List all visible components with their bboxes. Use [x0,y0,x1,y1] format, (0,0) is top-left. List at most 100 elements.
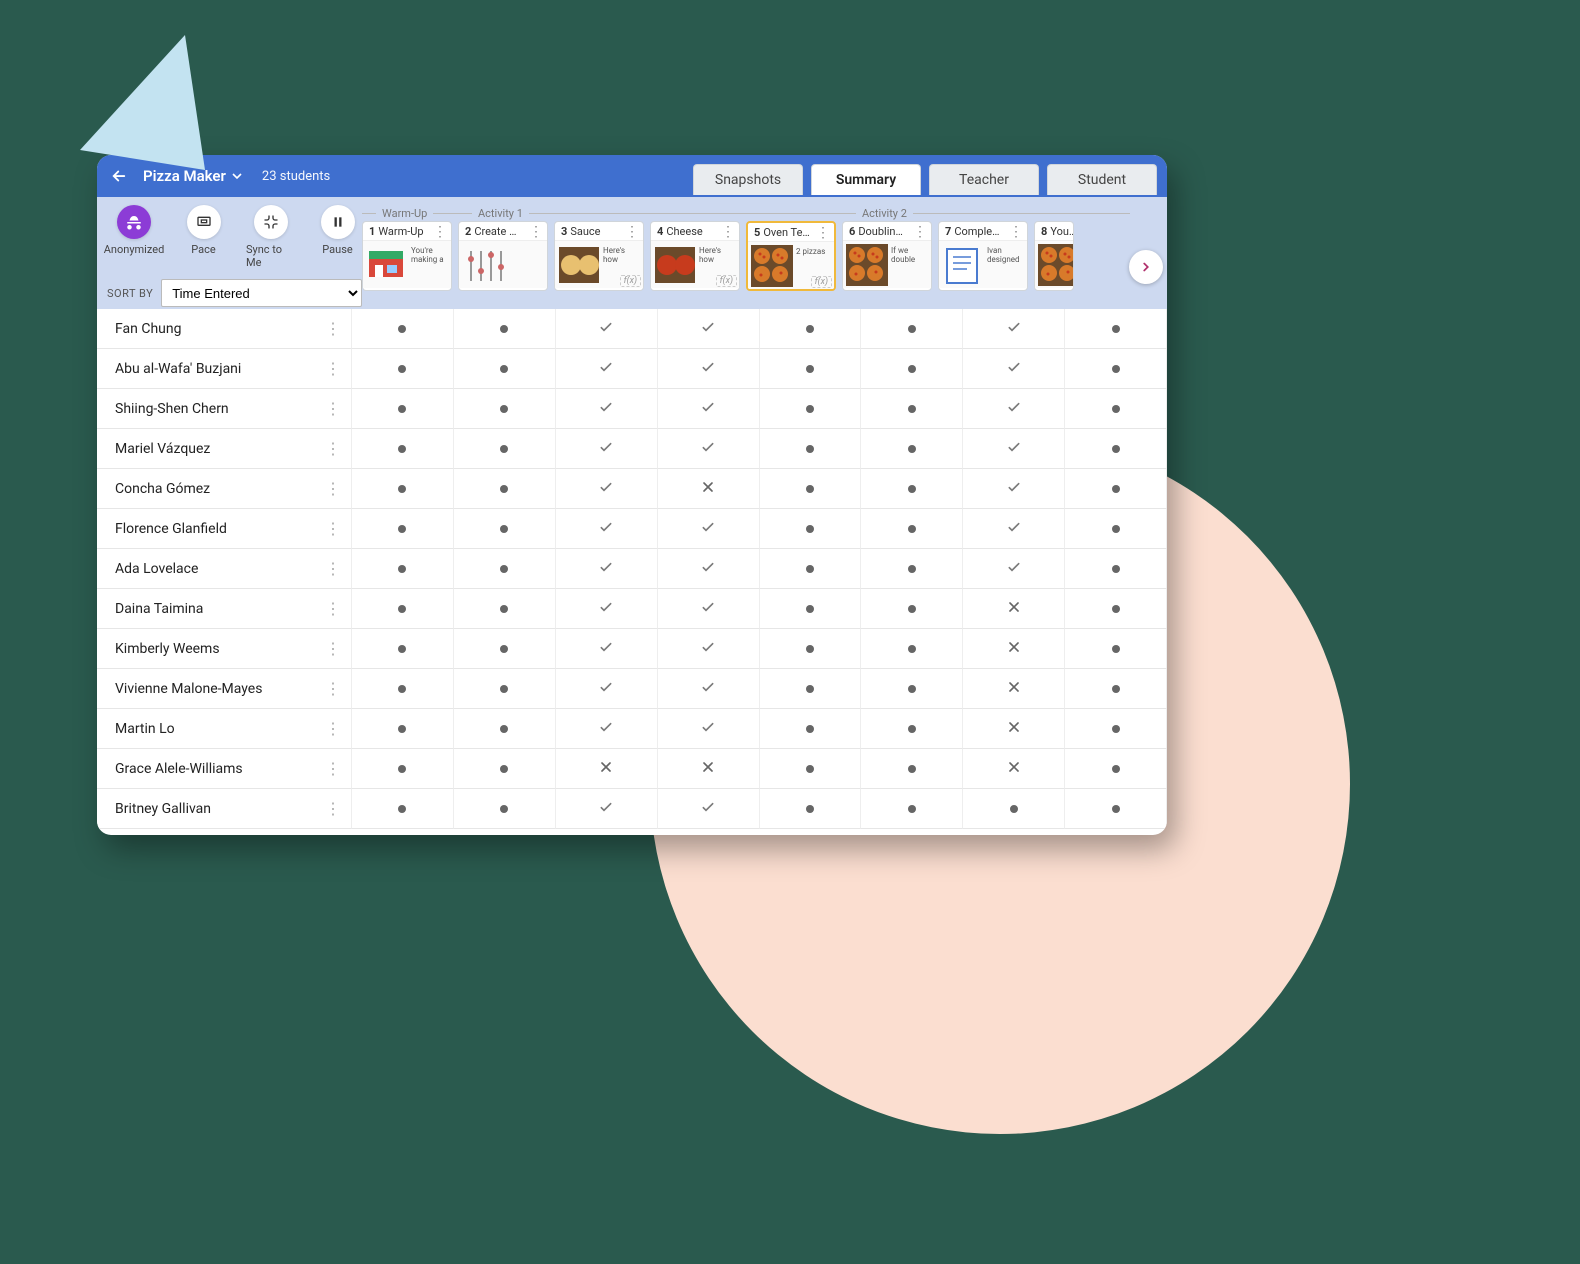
kebab-icon[interactable]: ⋮ [529,227,543,237]
scroll-right-button[interactable] [1129,250,1163,284]
student-name-cell[interactable]: Fan Chung⋮ [97,309,352,349]
status-cell[interactable] [963,669,1065,709]
status-cell[interactable] [1065,389,1167,429]
status-cell[interactable] [352,749,454,789]
status-cell[interactable] [760,749,862,789]
status-cell[interactable] [352,429,454,469]
kebab-icon[interactable]: ⋮ [325,439,341,458]
status-cell[interactable] [454,629,556,669]
status-cell[interactable] [1065,309,1167,349]
kebab-icon[interactable]: ⋮ [325,399,341,418]
kebab-icon[interactable]: ⋮ [325,519,341,538]
status-cell[interactable] [352,309,454,349]
status-cell[interactable] [658,389,760,429]
status-cell[interactable] [760,349,862,389]
screen-card-5[interactable]: 5Oven Te…⋮2 pizzasf(x) [746,221,836,291]
student-name-cell[interactable]: Ada Lovelace⋮ [97,549,352,589]
status-cell[interactable] [861,389,963,429]
status-cell[interactable] [1065,589,1167,629]
status-cell[interactable] [352,349,454,389]
kebab-icon[interactable]: ⋮ [913,227,927,237]
kebab-icon[interactable]: ⋮ [325,759,341,778]
tab-summary[interactable]: Summary [811,164,921,195]
status-cell[interactable] [963,389,1065,429]
kebab-icon[interactable]: ⋮ [625,227,639,237]
status-cell[interactable] [556,549,658,589]
ctrl-sync[interactable]: Sync to Me [246,205,295,269]
status-cell[interactable] [861,669,963,709]
status-cell[interactable] [861,309,963,349]
status-cell[interactable] [454,389,556,429]
status-cell[interactable] [760,709,862,749]
status-cell[interactable] [861,629,963,669]
student-name-cell[interactable]: Abu al-Wafa' Buzjani⋮ [97,349,352,389]
status-cell[interactable] [963,469,1065,509]
kebab-icon[interactable]: ⋮ [325,359,341,378]
status-cell[interactable] [454,469,556,509]
kebab-icon[interactable]: ⋮ [325,639,341,658]
status-cell[interactable] [963,589,1065,629]
status-cell[interactable] [963,429,1065,469]
kebab-icon[interactable]: ⋮ [325,319,341,338]
kebab-icon[interactable]: ⋮ [1009,227,1023,237]
status-cell[interactable] [963,709,1065,749]
status-cell[interactable] [760,589,862,629]
status-cell[interactable] [556,589,658,629]
status-cell[interactable] [760,509,862,549]
status-cell[interactable] [861,429,963,469]
status-cell[interactable] [1065,469,1167,509]
status-cell[interactable] [861,549,963,589]
status-cell[interactable] [760,669,862,709]
status-cell[interactable] [658,549,760,589]
status-cell[interactable] [963,789,1065,829]
status-cell[interactable] [454,429,556,469]
status-cell[interactable] [1065,669,1167,709]
kebab-icon[interactable]: ⋮ [325,719,341,738]
screen-card-4[interactable]: 4Cheese⋮Here's howf(x) [650,221,740,291]
status-cell[interactable] [963,749,1065,789]
status-cell[interactable] [963,509,1065,549]
tab-teacher[interactable]: Teacher [929,164,1039,195]
status-cell[interactable] [454,549,556,589]
status-cell[interactable] [352,509,454,549]
status-cell[interactable] [963,549,1065,589]
status-cell[interactable] [658,789,760,829]
status-cell[interactable] [556,509,658,549]
tab-snapshots[interactable]: Snapshots [693,164,803,195]
status-cell[interactable] [556,669,658,709]
status-cell[interactable] [556,789,658,829]
status-cell[interactable] [352,789,454,829]
student-name-cell[interactable]: Kimberly Weems⋮ [97,629,352,669]
status-cell[interactable] [861,589,963,629]
status-cell[interactable] [454,789,556,829]
status-cell[interactable] [556,429,658,469]
status-cell[interactable] [454,709,556,749]
status-cell[interactable] [658,749,760,789]
status-cell[interactable] [658,509,760,549]
status-cell[interactable] [861,749,963,789]
status-cell[interactable] [556,309,658,349]
student-name-cell[interactable]: Mariel Vázquez⋮ [97,429,352,469]
status-cell[interactable] [760,469,862,509]
status-cell[interactable] [861,469,963,509]
screen-card-1[interactable]: 1Warm-Up⋮You're making a [362,221,452,291]
status-cell[interactable] [963,309,1065,349]
status-cell[interactable] [1065,349,1167,389]
status-cell[interactable] [963,349,1065,389]
status-cell[interactable] [658,589,760,629]
status-cell[interactable] [760,549,862,589]
kebab-icon[interactable]: ⋮ [325,799,341,818]
status-cell[interactable] [861,709,963,749]
status-cell[interactable] [454,749,556,789]
kebab-icon[interactable]: ⋮ [325,479,341,498]
status-cell[interactable] [760,629,862,669]
student-name-cell[interactable]: Shiing-Shen Chern⋮ [97,389,352,429]
status-cell[interactable] [1065,709,1167,749]
status-cell[interactable] [352,589,454,629]
status-cell[interactable] [556,749,658,789]
status-cell[interactable] [352,469,454,509]
screen-card-3[interactable]: 3Sauce⋮Here's howf(x) [554,221,644,291]
status-cell[interactable] [454,309,556,349]
status-cell[interactable] [658,629,760,669]
status-cell[interactable] [760,389,862,429]
